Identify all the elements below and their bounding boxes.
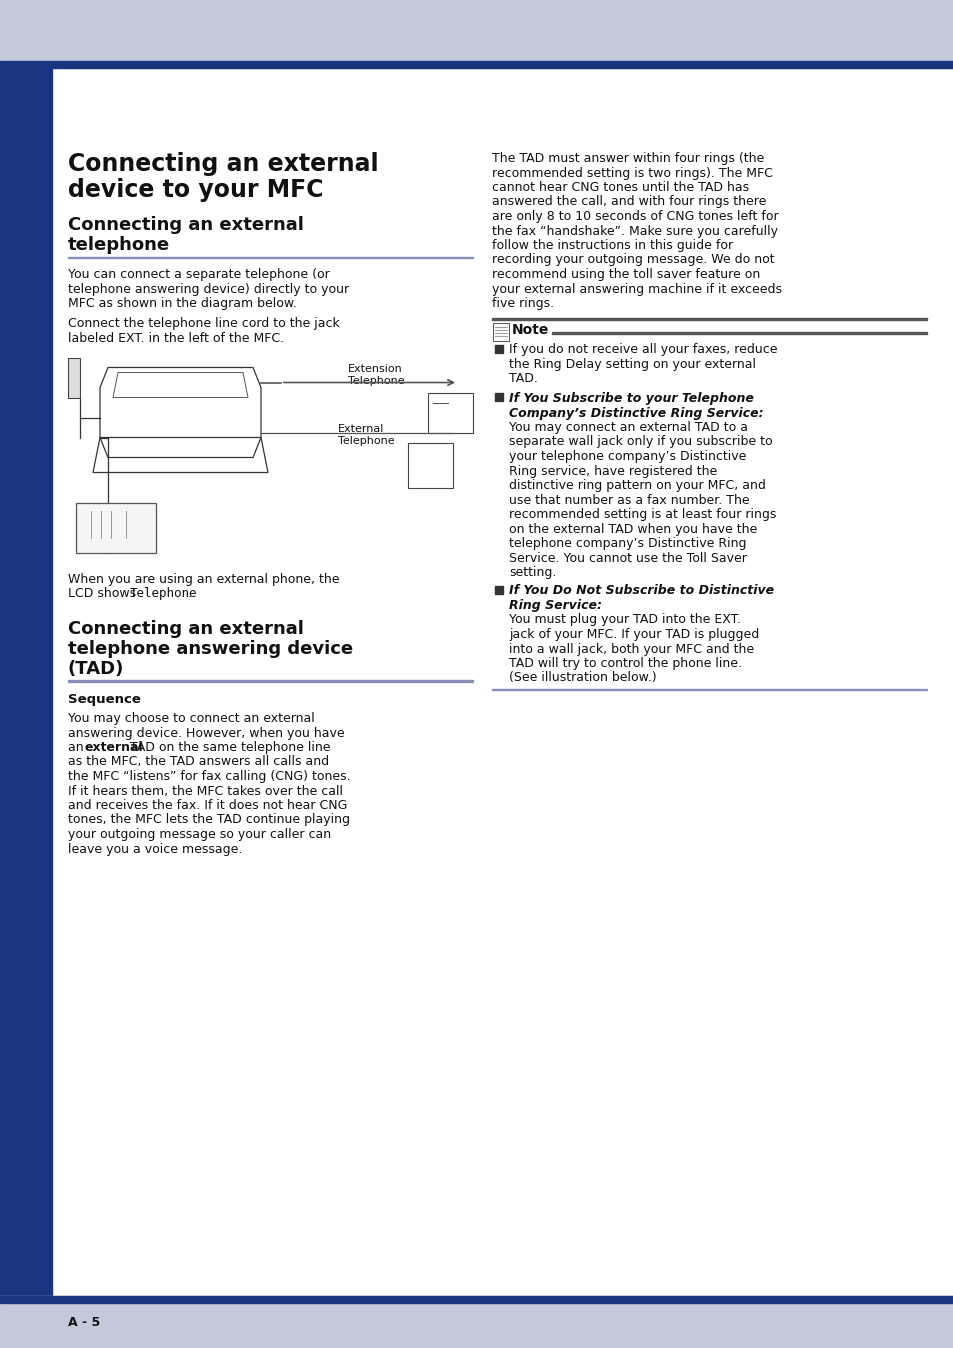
Text: Telephone: Telephone bbox=[348, 376, 404, 387]
Text: telephone answering device: telephone answering device bbox=[68, 639, 353, 658]
Bar bbox=[495, 345, 502, 352]
Text: answering device. However, when you have: answering device. However, when you have bbox=[68, 727, 344, 740]
Text: labeled EXT. in the left of the MFC.: labeled EXT. in the left of the MFC. bbox=[68, 332, 284, 345]
Text: Telephone: Telephone bbox=[130, 586, 197, 600]
Text: five rings.: five rings. bbox=[492, 297, 554, 310]
Bar bbox=[0, 1295, 953, 1304]
Text: leave you a voice message.: leave you a voice message. bbox=[68, 842, 242, 856]
Bar bbox=[495, 394, 502, 400]
Text: follow the instructions in this guide for: follow the instructions in this guide fo… bbox=[492, 239, 732, 252]
Text: If You Subscribe to your Telephone: If You Subscribe to your Telephone bbox=[509, 392, 753, 404]
Text: recommended setting is two rings). The MFC: recommended setting is two rings). The M… bbox=[492, 167, 772, 179]
Text: Telephone: Telephone bbox=[337, 437, 395, 446]
Text: your external answering machine if it exceeds: your external answering machine if it ex… bbox=[492, 283, 781, 295]
Text: Connecting an external: Connecting an external bbox=[68, 152, 378, 177]
Text: The TAD must answer within four rings (the: The TAD must answer within four rings (t… bbox=[492, 152, 763, 164]
Text: on the external TAD when you have the: on the external TAD when you have the bbox=[509, 523, 757, 535]
Text: setting.: setting. bbox=[509, 566, 556, 580]
Text: as the MFC, the TAD answers all calls and: as the MFC, the TAD answers all calls an… bbox=[68, 755, 329, 768]
Bar bbox=[495, 585, 502, 593]
Text: telephone: telephone bbox=[68, 236, 170, 253]
Text: MFC as shown in the diagram below.: MFC as shown in the diagram below. bbox=[68, 297, 296, 310]
Text: cannot hear CNG tones until the TAD has: cannot hear CNG tones until the TAD has bbox=[492, 181, 748, 194]
Text: Sequence: Sequence bbox=[68, 693, 141, 706]
Text: jack of your MFC. If your TAD is plugged: jack of your MFC. If your TAD is plugged bbox=[509, 628, 759, 642]
Text: the MFC “listens” for fax calling (CNG) tones.: the MFC “listens” for fax calling (CNG) … bbox=[68, 770, 351, 783]
Text: (See illustration below.): (See illustration below.) bbox=[509, 671, 656, 685]
Text: and receives the fax. If it does not hear CNG: and receives the fax. If it does not hea… bbox=[68, 799, 347, 811]
Bar bbox=[0, 67, 52, 1295]
Text: into a wall jack, both your MFC and the: into a wall jack, both your MFC and the bbox=[509, 643, 753, 655]
Bar bbox=[68, 357, 80, 398]
Text: If it hears them, the MFC takes over the call: If it hears them, the MFC takes over the… bbox=[68, 785, 343, 798]
Text: your telephone company’s Distinctive: your telephone company’s Distinctive bbox=[509, 450, 745, 462]
Bar bbox=[76, 503, 156, 553]
Text: Ring service, have registered the: Ring service, have registered the bbox=[509, 465, 717, 477]
Text: your outgoing message so your caller can: your outgoing message so your caller can bbox=[68, 828, 331, 841]
Text: TAD on the same telephone line: TAD on the same telephone line bbox=[126, 741, 330, 754]
Text: TAD will try to control the phone line.: TAD will try to control the phone line. bbox=[509, 656, 741, 670]
Text: You may connect an external TAD to a: You may connect an external TAD to a bbox=[509, 421, 747, 434]
Text: Connecting an external: Connecting an external bbox=[68, 620, 304, 638]
Text: Extension: Extension bbox=[348, 364, 402, 375]
Text: the fax “handshake”. Make sure you carefully: the fax “handshake”. Make sure you caref… bbox=[492, 225, 778, 237]
Text: External: External bbox=[337, 425, 384, 434]
Bar bbox=[0, 1295, 953, 1348]
Text: recording your outgoing message. We do not: recording your outgoing message. We do n… bbox=[492, 253, 774, 267]
Text: Service. You cannot use the Toll Saver: Service. You cannot use the Toll Saver bbox=[509, 551, 746, 565]
Text: You may choose to connect an external: You may choose to connect an external bbox=[68, 712, 314, 725]
Bar bbox=[68, 256, 473, 257]
Text: recommend using the toll saver feature on: recommend using the toll saver feature o… bbox=[492, 268, 760, 280]
Text: an: an bbox=[68, 741, 88, 754]
Text: answered the call, and with four rings there: answered the call, and with four rings t… bbox=[492, 195, 765, 209]
Text: You must plug your TAD into the EXT.: You must plug your TAD into the EXT. bbox=[509, 613, 740, 627]
Text: tones, the MFC lets the TAD continue playing: tones, the MFC lets the TAD continue pla… bbox=[68, 813, 350, 826]
Text: LCD shows: LCD shows bbox=[68, 586, 140, 600]
Bar bbox=[493, 322, 509, 341]
Text: are only 8 to 10 seconds of CNG tones left for: are only 8 to 10 seconds of CNG tones le… bbox=[492, 210, 778, 222]
Text: external: external bbox=[85, 741, 144, 754]
Bar bbox=[0, 61, 953, 67]
Bar bbox=[0, 0, 953, 67]
Bar bbox=[68, 679, 473, 682]
Text: You can connect a separate telephone (or: You can connect a separate telephone (or bbox=[68, 268, 330, 280]
Text: Connect the telephone line cord to the jack: Connect the telephone line cord to the j… bbox=[68, 318, 339, 330]
Text: Connecting an external: Connecting an external bbox=[68, 216, 304, 235]
Text: .: . bbox=[188, 586, 192, 600]
Text: telephone answering device) directly to your: telephone answering device) directly to … bbox=[68, 283, 349, 295]
Text: If You Do Not Subscribe to Distinctive: If You Do Not Subscribe to Distinctive bbox=[509, 585, 773, 597]
Text: the Ring Delay setting on your external: the Ring Delay setting on your external bbox=[509, 359, 755, 371]
Text: Company’s Distinctive Ring Service:: Company’s Distinctive Ring Service: bbox=[509, 407, 762, 419]
Text: (TAD): (TAD) bbox=[68, 659, 124, 678]
Text: device to your MFC: device to your MFC bbox=[68, 178, 323, 202]
Text: separate wall jack only if you subscribe to: separate wall jack only if you subscribe… bbox=[509, 435, 772, 449]
Text: A - 5: A - 5 bbox=[68, 1316, 100, 1329]
Text: Ring Service:: Ring Service: bbox=[509, 599, 601, 612]
Text: telephone company’s Distinctive Ring: telephone company’s Distinctive Ring bbox=[509, 537, 745, 550]
Text: When you are using an external phone, the: When you are using an external phone, th… bbox=[68, 573, 339, 585]
Text: TAD.: TAD. bbox=[509, 372, 537, 386]
Text: use that number as a fax number. The: use that number as a fax number. The bbox=[509, 493, 749, 507]
Text: Note: Note bbox=[512, 322, 549, 337]
Text: distinctive ring pattern on your MFC, and: distinctive ring pattern on your MFC, an… bbox=[509, 479, 765, 492]
Text: recommended setting is at least four rings: recommended setting is at least four rin… bbox=[509, 508, 776, 520]
Text: If you do not receive all your faxes, reduce: If you do not receive all your faxes, re… bbox=[509, 344, 777, 356]
